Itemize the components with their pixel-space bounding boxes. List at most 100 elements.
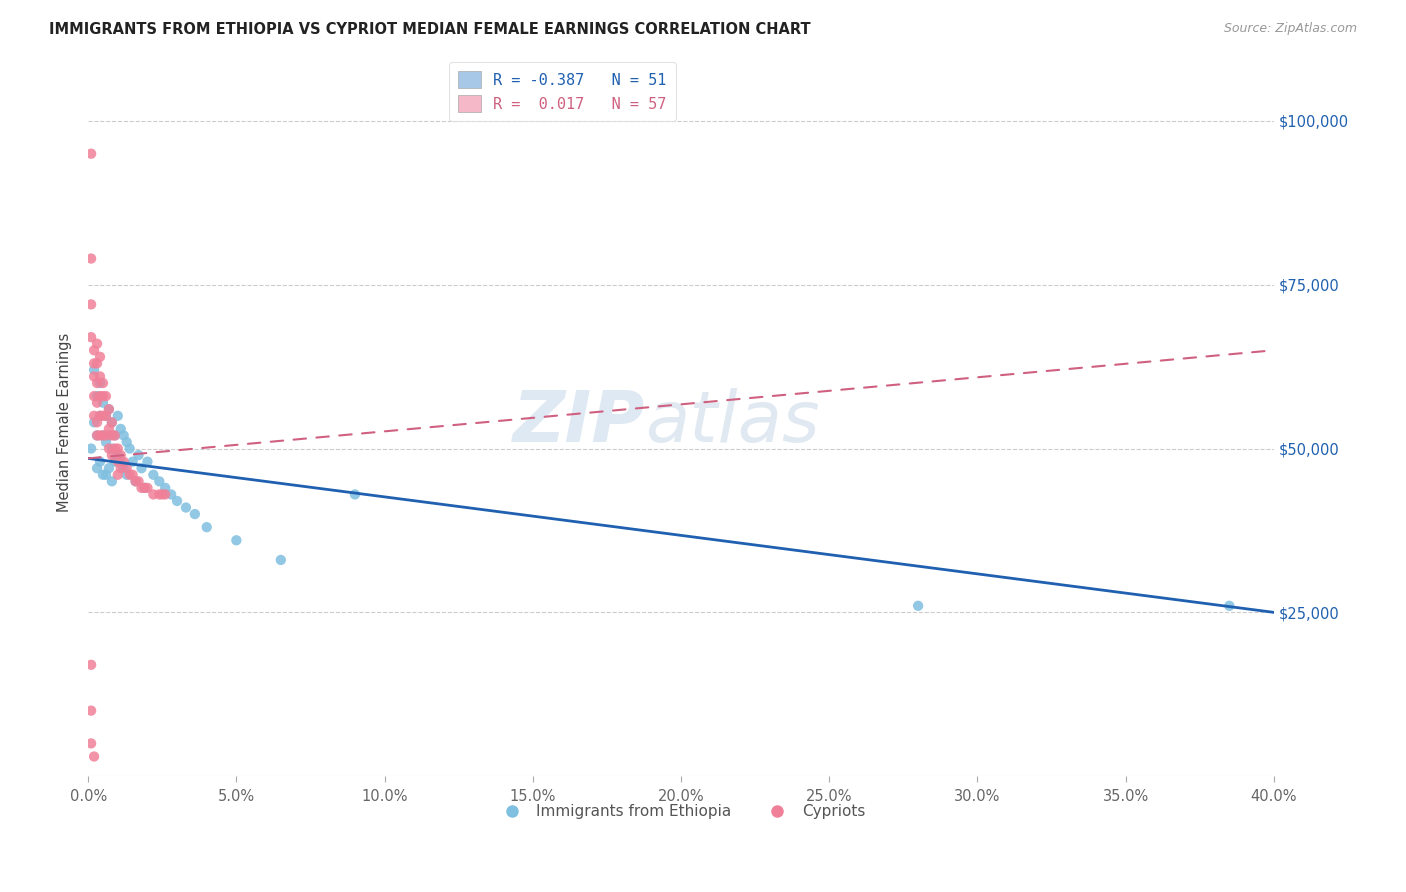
Point	[89, 428, 111, 442]
Point	[104, 455, 127, 469]
Point	[91, 376, 114, 390]
Point	[83, 343, 105, 358]
Point	[83, 749, 105, 764]
Point	[107, 448, 129, 462]
Point	[80, 146, 103, 161]
Point	[80, 704, 103, 718]
Point	[270, 553, 292, 567]
Point	[97, 402, 120, 417]
Point	[83, 356, 105, 370]
Point	[107, 455, 129, 469]
Point	[128, 448, 150, 462]
Point	[343, 487, 366, 501]
Point	[160, 487, 183, 501]
Point	[155, 487, 177, 501]
Point	[86, 356, 108, 370]
Point	[174, 500, 197, 515]
Point	[110, 448, 132, 462]
Point	[136, 455, 159, 469]
Point	[80, 657, 103, 672]
Point	[97, 428, 120, 442]
Point	[94, 435, 117, 450]
Point	[86, 376, 108, 390]
Point	[83, 389, 105, 403]
Point	[94, 409, 117, 423]
Point	[101, 415, 124, 429]
Point	[184, 507, 207, 521]
Point	[80, 442, 103, 456]
Point	[94, 467, 117, 482]
Point	[80, 297, 103, 311]
Text: IMMIGRANTS FROM ETHIOPIA VS CYPRIOT MEDIAN FEMALE EARNINGS CORRELATION CHART: IMMIGRANTS FROM ETHIOPIA VS CYPRIOT MEDI…	[49, 22, 811, 37]
Point	[86, 461, 108, 475]
Point	[83, 369, 105, 384]
Point	[142, 487, 165, 501]
Point	[131, 481, 153, 495]
Point	[91, 395, 114, 409]
Point	[148, 487, 170, 501]
Point	[166, 494, 188, 508]
Point	[89, 389, 111, 403]
Point	[86, 415, 108, 429]
Y-axis label: Median Female Earnings: Median Female Earnings	[58, 333, 72, 512]
Point	[107, 442, 129, 456]
Point	[91, 428, 114, 442]
Point	[89, 350, 111, 364]
Point	[104, 428, 127, 442]
Point	[101, 428, 124, 442]
Point	[80, 252, 103, 266]
Point	[118, 467, 141, 482]
Point	[97, 461, 120, 475]
Point	[80, 736, 103, 750]
Point	[121, 455, 143, 469]
Point	[150, 487, 173, 501]
Point	[115, 467, 138, 482]
Point	[107, 467, 129, 482]
Point	[86, 336, 108, 351]
Point	[104, 442, 127, 456]
Point	[89, 369, 111, 384]
Point	[89, 455, 111, 469]
Point	[83, 415, 105, 429]
Point	[86, 395, 108, 409]
Point	[118, 442, 141, 456]
Text: ZIP: ZIP	[513, 388, 645, 457]
Point	[89, 376, 111, 390]
Text: Source: ZipAtlas.com: Source: ZipAtlas.com	[1223, 22, 1357, 36]
Point	[907, 599, 929, 613]
Point	[148, 475, 170, 489]
Point	[101, 475, 124, 489]
Point	[121, 467, 143, 482]
Point	[80, 330, 103, 344]
Point	[91, 467, 114, 482]
Point	[97, 442, 120, 456]
Point	[91, 389, 114, 403]
Point	[225, 533, 247, 548]
Point	[110, 461, 132, 475]
Point	[110, 422, 132, 436]
Point	[101, 442, 124, 456]
Point	[94, 389, 117, 403]
Point	[89, 409, 111, 423]
Point	[83, 409, 105, 423]
Legend: Immigrants from Ethiopia, Cypriots: Immigrants from Ethiopia, Cypriots	[491, 798, 872, 825]
Text: atlas: atlas	[645, 388, 820, 457]
Point	[124, 475, 146, 489]
Point	[91, 409, 114, 423]
Point	[101, 415, 124, 429]
Point	[86, 428, 108, 442]
Point	[94, 428, 117, 442]
Point	[142, 467, 165, 482]
Point	[115, 461, 138, 475]
Point	[107, 409, 129, 423]
Point	[112, 428, 135, 442]
Point	[1218, 599, 1240, 613]
Point	[104, 428, 127, 442]
Point	[94, 409, 117, 423]
Point	[83, 363, 105, 377]
Point	[134, 481, 156, 495]
Point	[89, 409, 111, 423]
Point	[97, 422, 120, 436]
Point	[134, 481, 156, 495]
Point	[97, 402, 120, 417]
